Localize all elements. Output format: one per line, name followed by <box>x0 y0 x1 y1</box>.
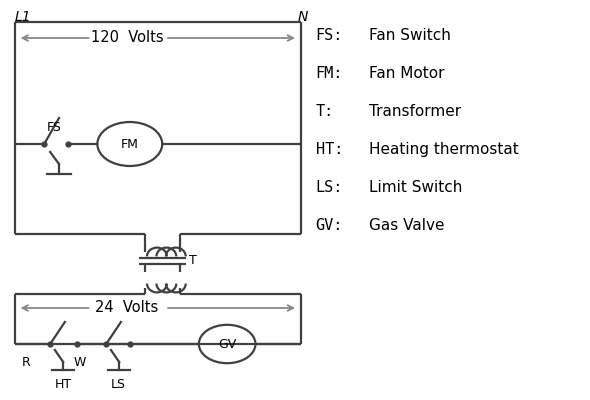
Text: HT: HT <box>55 378 72 391</box>
Text: FM:: FM: <box>316 66 343 81</box>
Text: LS:: LS: <box>316 180 343 195</box>
Text: LS: LS <box>110 378 126 391</box>
Text: L1: L1 <box>15 10 31 24</box>
Text: Gas Valve: Gas Valve <box>369 218 444 233</box>
Text: FS: FS <box>47 121 62 134</box>
Text: GV: GV <box>218 338 236 350</box>
Text: 24  Volts: 24 Volts <box>95 300 159 316</box>
Text: 120  Volts: 120 Volts <box>90 30 163 46</box>
Text: T:: T: <box>316 104 334 119</box>
Text: N: N <box>298 10 309 24</box>
Text: Transformer: Transformer <box>369 104 461 119</box>
Text: Fan Motor: Fan Motor <box>369 66 444 81</box>
Text: FM: FM <box>121 138 139 150</box>
Text: Heating thermostat: Heating thermostat <box>369 142 519 157</box>
Text: T: T <box>189 254 196 268</box>
Text: Fan Switch: Fan Switch <box>369 28 451 43</box>
Text: R: R <box>22 356 31 369</box>
Text: Limit Switch: Limit Switch <box>369 180 462 195</box>
Text: FS:: FS: <box>316 28 343 43</box>
Text: GV:: GV: <box>316 218 343 233</box>
Text: W: W <box>74 356 86 369</box>
Text: HT:: HT: <box>316 142 343 157</box>
